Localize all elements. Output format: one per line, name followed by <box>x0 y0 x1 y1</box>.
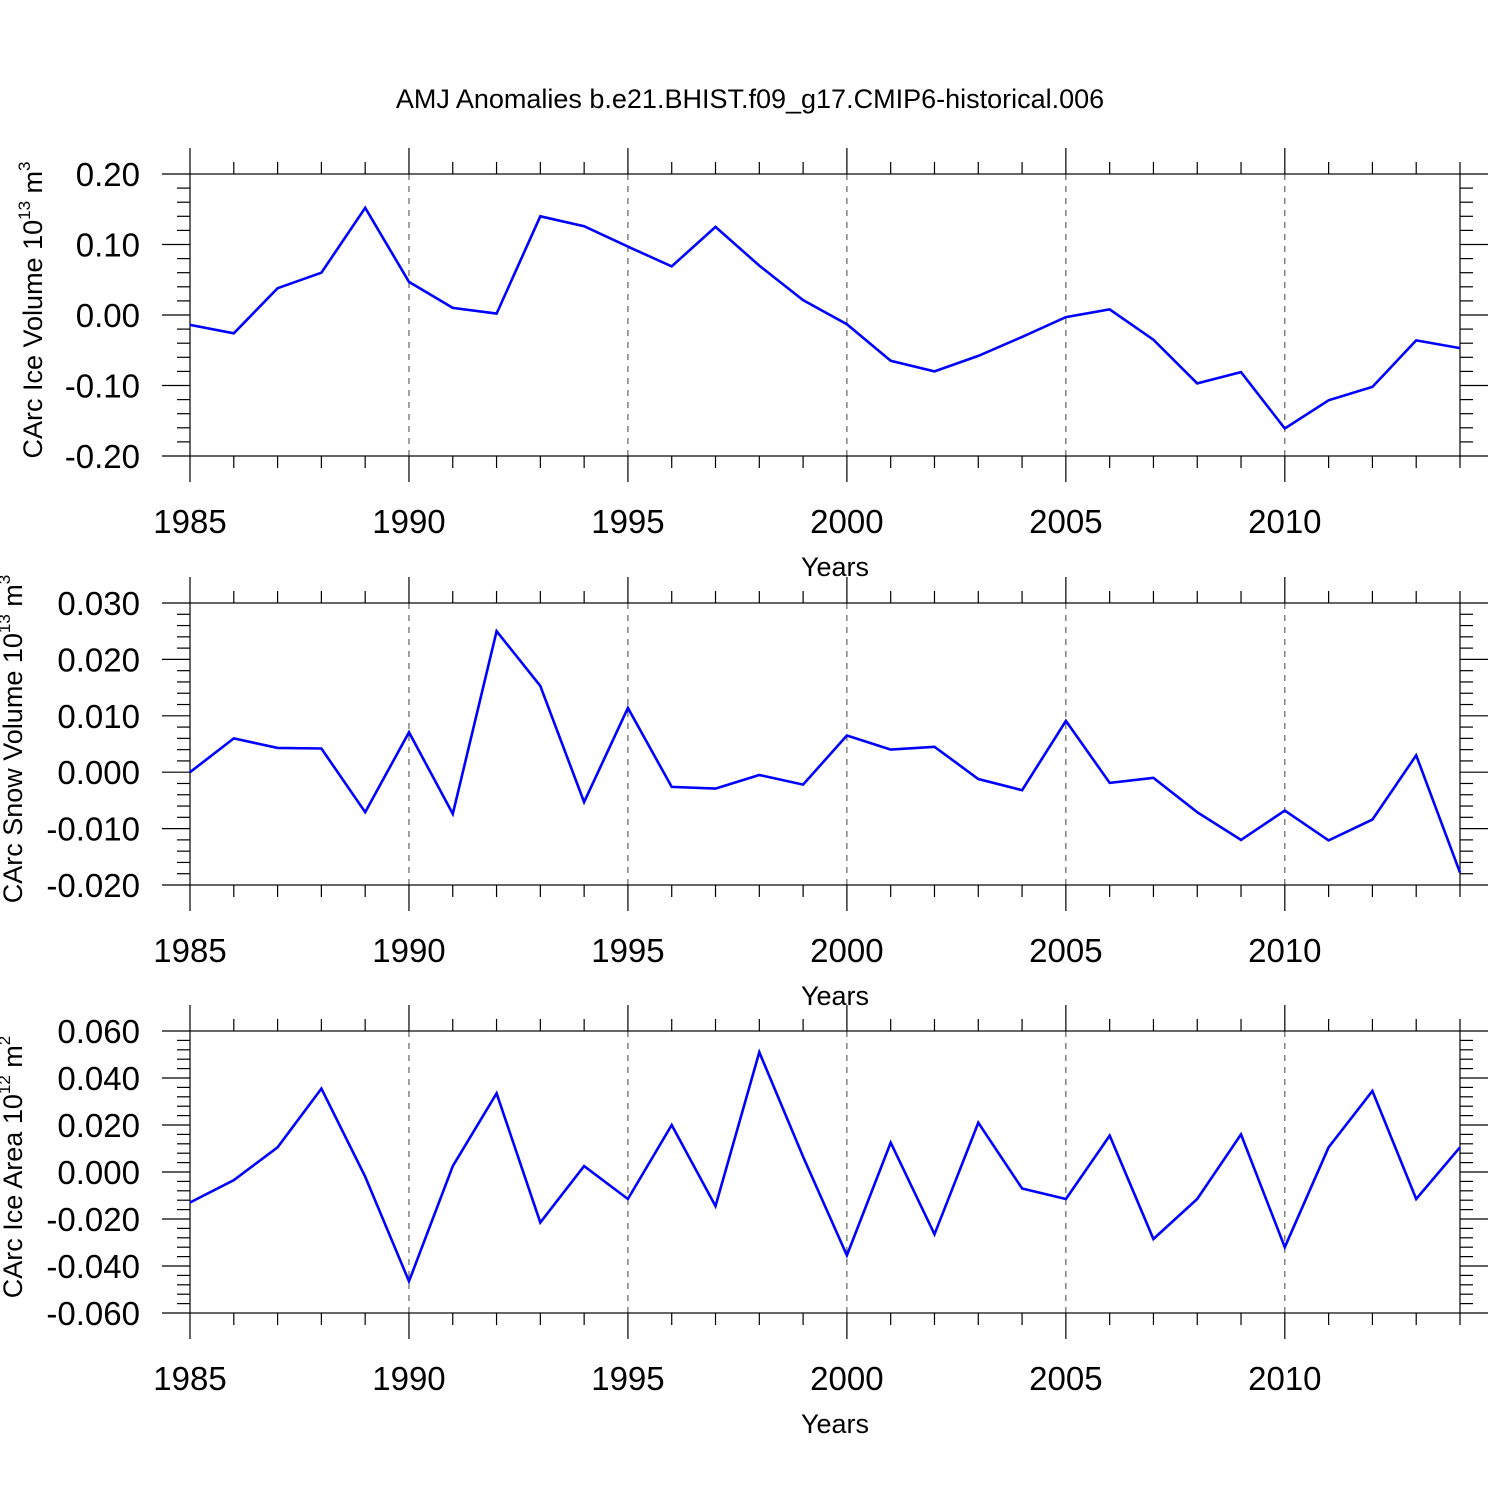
y-tick-label: 0.00 <box>76 297 140 334</box>
panel-2: 0.030 0.020 0.010 0.000 -0.010 -0.020 1985 1990… <box>0 575 1488 1011</box>
y-axis-label: CArc Snow Volume 1013 m3 <box>0 575 28 904</box>
x-tick-label: 1995 <box>591 932 664 969</box>
x-tick-label: 2005 <box>1029 932 1102 969</box>
y-axis-label-unit-exponent: 3 <box>0 575 14 584</box>
y-tick-label: 0.020 <box>57 641 140 678</box>
x-tick-label: 2005 <box>1029 503 1102 540</box>
y-axis-label-unit: m <box>18 171 48 201</box>
plot-frame <box>189 1030 1461 1314</box>
y-tick-label: -0.060 <box>46 1295 140 1332</box>
x-axis-label: Years <box>801 1409 869 1439</box>
plot-frame <box>189 173 1461 457</box>
x-tick-label: 1990 <box>372 1360 445 1397</box>
y-tick-label: 0.040 <box>57 1060 140 1097</box>
figure-title: AMJ Anomalies b.e21.BHIST.f09_g17.CMIP6-… <box>395 84 1105 114</box>
x-tick-label: 1990 <box>372 503 445 540</box>
x-tick-label: 2010 <box>1248 1360 1321 1397</box>
y-axis-label: CArc Ice Volume 1013 m3 <box>15 161 48 458</box>
y-axis-label-unit-exponent: 2 <box>0 1036 14 1045</box>
y-tick-label: 0.020 <box>57 1107 140 1144</box>
x-tick-label: 2000 <box>810 932 883 969</box>
x-tick-label: 1995 <box>591 503 664 540</box>
x-axis-label: Years <box>801 552 869 582</box>
y-axis-label-exponent: 13 <box>0 614 14 633</box>
y-tick-label: -0.10 <box>65 368 140 405</box>
x-tick-label: 2010 <box>1248 932 1321 969</box>
x-tick-label: 1990 <box>372 932 445 969</box>
x-tick-label: 2005 <box>1029 1360 1102 1397</box>
data-line <box>189 628 1462 874</box>
x-tick-label: 2010 <box>1248 503 1321 540</box>
y-axis-label-unit: m <box>0 584 28 614</box>
y-axis-label: CArc Ice Area 1012 m2 <box>0 1036 28 1299</box>
y-tick-label: 0.060 <box>57 1013 140 1050</box>
x-tick-label: 2000 <box>810 503 883 540</box>
y-axis-label-unit-exponent: 3 <box>15 161 34 170</box>
y-tick-label: -0.020 <box>46 1201 140 1238</box>
x-tick-label: 2000 <box>810 1360 883 1397</box>
x-axis-label: Years <box>801 981 869 1011</box>
data-line <box>189 1048 1461 1285</box>
y-tick-label: 0.10 <box>76 227 140 264</box>
x-tick-label: 1985 <box>153 503 226 540</box>
y-axis-label-unit: m <box>0 1045 28 1075</box>
y-tick-label: 0.000 <box>57 1154 140 1191</box>
y-tick-label: 0.030 <box>57 585 140 622</box>
y-tick-label: 0.000 <box>57 754 140 791</box>
x-tick-label: 1985 <box>153 1360 226 1397</box>
plot-frame <box>189 602 1461 886</box>
y-axis-label-text: CArc Ice Area 10 <box>0 1094 28 1298</box>
y-axis-label-exponent: 13 <box>15 201 34 220</box>
panel-1: 0.20 0.10 0.00 -0.10 -0.20 1985 1990 1995 2000 20… <box>15 148 1488 582</box>
x-tick-label: 1995 <box>591 1360 664 1397</box>
y-tick-label: -0.010 <box>46 811 140 848</box>
y-axis-label-text: CArc Ice Volume 10 <box>18 220 48 459</box>
x-tick-label: 1985 <box>153 932 226 969</box>
y-axis-label-exponent: 12 <box>0 1075 14 1094</box>
y-axis-label-text: CArc Snow Volume 10 <box>0 633 28 903</box>
data-line <box>189 205 1461 431</box>
y-tick-label: -0.020 <box>46 867 140 904</box>
y-tick-label: 0.20 <box>76 156 140 193</box>
panel-3: 0.060 0.040 0.020 0.000 -0.020 -0.040 -0.060 19… <box>0 1005 1488 1439</box>
y-tick-label: -0.040 <box>46 1248 140 1285</box>
y-tick-label: 0.010 <box>57 698 140 735</box>
y-tick-label: -0.20 <box>65 438 140 475</box>
